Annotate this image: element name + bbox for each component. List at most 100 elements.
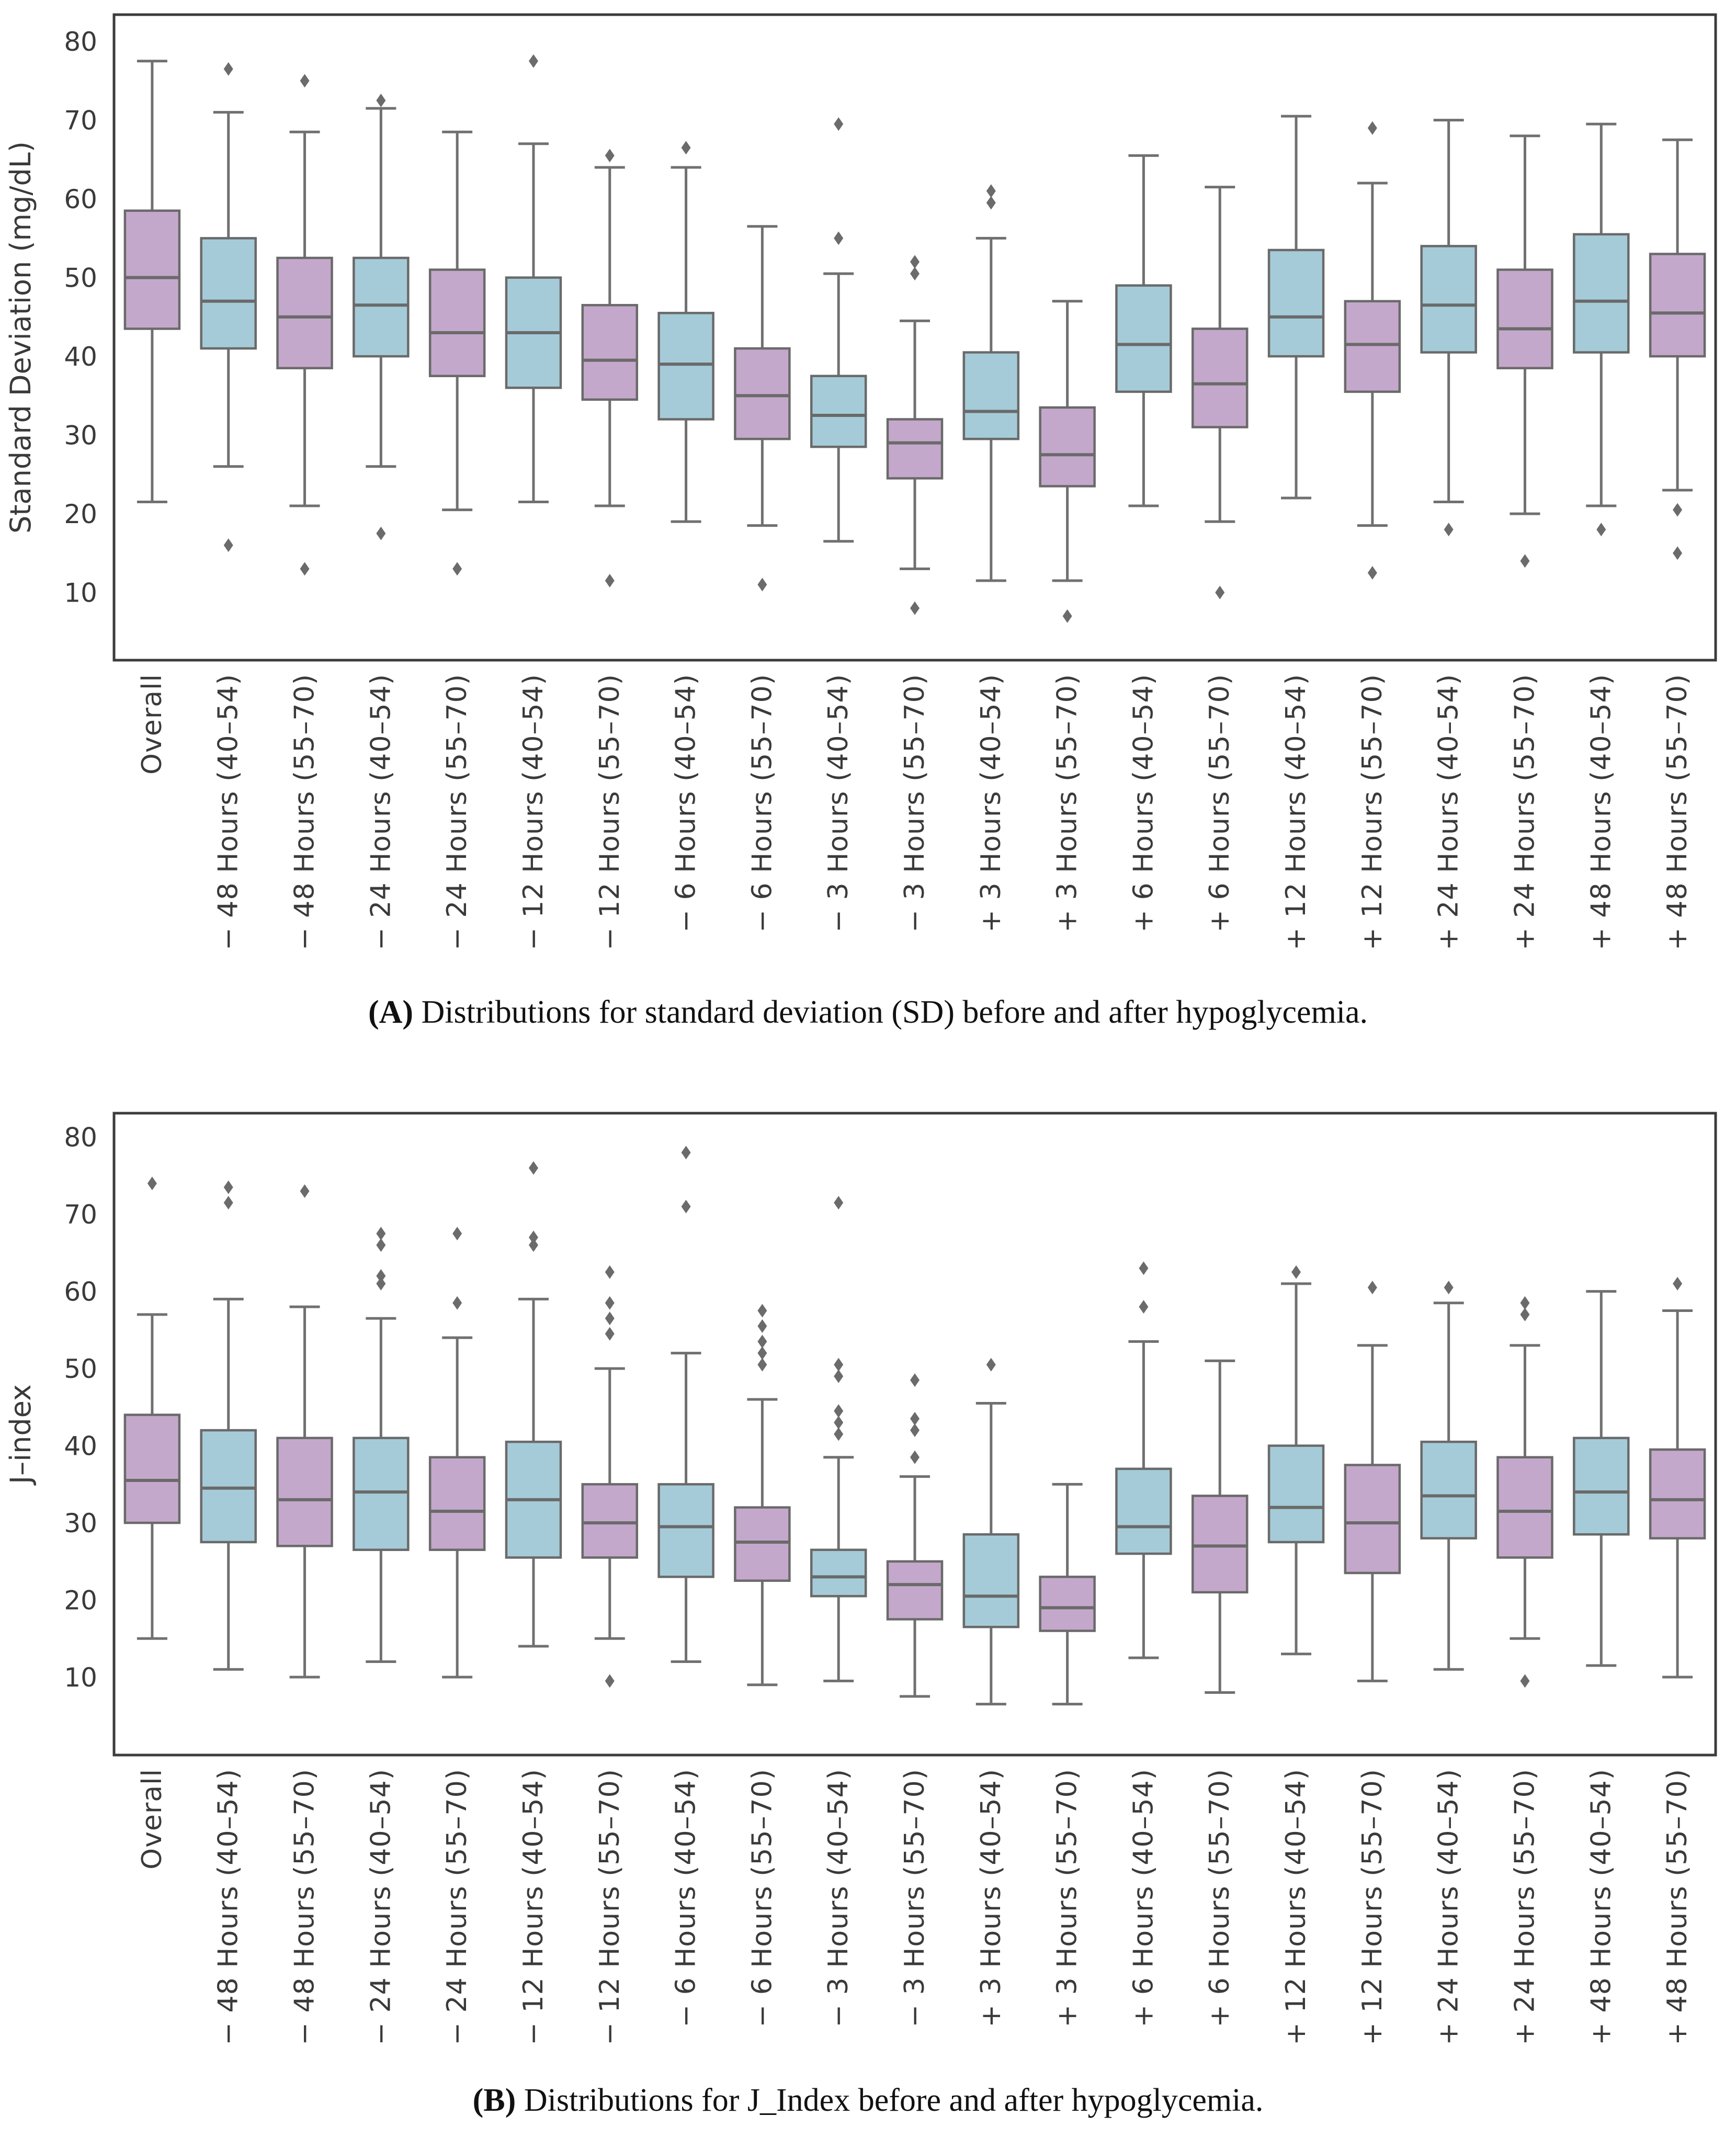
x-tick-label: + 6 Hours (40–54) [1128,1769,1159,2028]
box-rect [1496,268,1553,369]
x-tick-label: − 24 Hours (40–54) [365,674,396,950]
box-rect [734,1506,791,1582]
jindex-boxplot-chart: J–index 80 70 60 50 40 30 20 10 Overall − 48 Hours… [4,1112,1717,2045]
y-tick-label: 10 [64,1662,97,1693]
outlier-marker [910,1450,920,1464]
box-group-7: − 6 Hours (40–54) [657,141,714,933]
x-tick-label: − 48 Hours (55–70) [289,1769,321,2045]
box-group-10: − 3 Hours (55–70) [886,255,944,933]
box-rect [581,304,639,401]
outlier-marker [910,267,920,281]
x-tick-label: − 48 Hours (40–54) [213,1769,244,2045]
box-group-18: + 24 Hours (55–70) [1496,134,1553,950]
box-group-12: + 3 Hours (55–70) [1039,300,1096,933]
outlier-marker [1291,1265,1301,1279]
outlier-marker [376,1238,386,1252]
box-group-2: − 48 Hours (55–70) [276,1184,333,2045]
box-group-9: − 3 Hours (40–54) [810,1196,867,2028]
x-tick-label: + 48 Hours (40–54) [1585,674,1617,950]
outlier-marker [1215,585,1225,599]
box-rect [1115,1467,1172,1555]
x-tick-label: + 24 Hours (55–70) [1509,674,1540,950]
y-tick-label: 40 [64,1431,97,1462]
outlier-marker [681,141,691,155]
box-rect [1344,300,1401,393]
box-group-4: − 24 Hours (55–70) [428,1227,486,2045]
box-rect [1039,1576,1096,1632]
x-tick-label: − 48 Hours (55–70) [289,674,321,950]
outlier-marker [1520,554,1530,568]
outlier-marker [376,1276,386,1291]
box-rect [1039,406,1096,488]
box-rect [1344,1464,1401,1575]
box-rect [1191,1495,1249,1594]
box-rect [428,268,486,377]
panel-b: J–index 80 70 60 50 40 30 20 10 Overall − 48 Hours… [0,1096,1736,2150]
box-rect [276,1436,333,1547]
outlier-marker [1520,1674,1530,1688]
outlier-marker [1444,1281,1454,1295]
x-tick-label: − 3 Hours (55–70) [899,1769,931,2028]
x-tick-label: − 3 Hours (40–54) [823,674,854,933]
box-group-1: − 48 Hours (40–54) [200,1180,257,2045]
box-rect [657,1483,714,1578]
y-tick-label: 60 [64,184,97,214]
box-rect [734,347,791,440]
plot-frame [112,1112,1717,1757]
outlier-marker [147,1176,157,1191]
box-group-6: − 12 Hours (55–70) [581,1265,639,2045]
outlier-marker [910,601,920,615]
outlier-marker [605,1296,615,1310]
outlier-marker [223,1196,233,1210]
box-group-9: − 3 Hours (40–54) [810,117,867,933]
outlier-marker [681,1200,691,1214]
x-tick-label: − 3 Hours (40–54) [823,1769,854,2028]
outlier-marker [605,149,615,163]
y-tick-label: 50 [64,263,97,293]
x-tick-label: − 24 Hours (40–54) [365,1769,396,2045]
outlier-marker [1520,1307,1530,1321]
outlier-marker [757,578,767,592]
box-group-10: − 3 Hours (55–70) [886,1373,944,2028]
box-rect [962,351,1020,440]
box-group-5: − 12 Hours (40–54) [505,54,562,950]
y-tick-label: 30 [64,421,97,451]
outlier-marker [1367,1281,1377,1295]
box-rect [1420,1440,1477,1540]
box-group-3: − 24 Hours (40–54) [353,94,410,950]
plot-frame [112,13,1717,662]
box-rect [657,312,714,421]
outlier-marker [452,1227,462,1241]
box-group-20: + 48 Hours (55–70) [1649,138,1706,950]
outlier-marker [910,1373,920,1387]
x-tick-label: + 12 Hours (40–54) [1280,674,1312,950]
outlier-marker [910,1423,920,1438]
box-rect [123,209,181,330]
outlier-marker [1139,1261,1149,1275]
outlier-marker [1673,1276,1683,1291]
outlier-marker [605,1265,615,1279]
x-tick-label: − 48 Hours (40–54) [213,674,244,950]
outlier-marker [223,1180,233,1194]
outlier-marker [834,231,844,245]
box-rect [886,1560,944,1621]
box-rect [1496,1456,1553,1559]
box-rect [1267,1444,1325,1544]
sd-boxplot-chart: Standard Deviation (mg/dL) 80 70 60 50 40 30 20… [4,13,1717,950]
box-group-17: + 24 Hours (40–54) [1420,119,1477,950]
outlier-marker [1367,565,1377,580]
box-rect [581,1483,639,1559]
x-tick-label: + 48 Hours (40–54) [1585,1769,1617,2045]
x-tick-label: + 48 Hours (55–70) [1662,674,1693,950]
y-axis-label: J–index [4,1384,37,1486]
x-tick-label: − 12 Hours (40–54) [518,674,549,950]
y-tick-label: 70 [64,1200,97,1230]
outlier-marker [605,1327,615,1341]
box-rect [810,375,867,448]
outlier-marker [1444,523,1454,537]
y-tick-label: 50 [64,1354,97,1384]
outlier-marker [376,1269,386,1283]
caption-panel-b: (B) Distributions for J_Index before and… [0,2061,1736,2150]
box-rect [1420,245,1477,354]
